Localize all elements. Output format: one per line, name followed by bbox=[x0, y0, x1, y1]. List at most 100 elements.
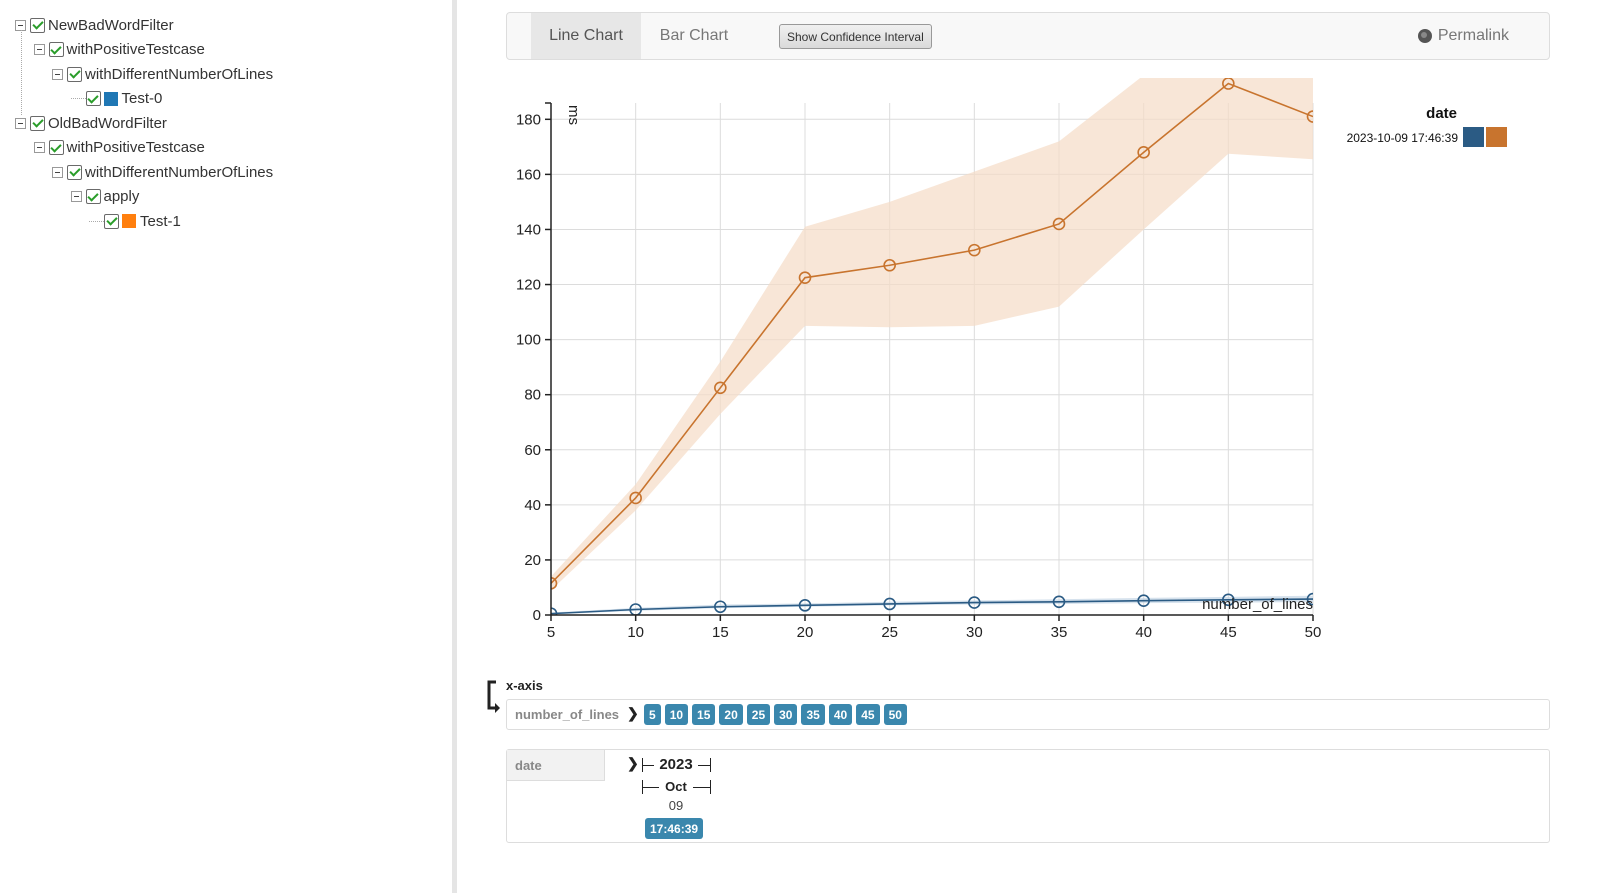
x-value-chip[interactable]: 5 bbox=[644, 704, 661, 725]
data-point bbox=[798, 599, 812, 612]
tab-bar-chart[interactable]: Bar Chart bbox=[659, 27, 729, 44]
x-value-chip[interactable]: 15 bbox=[692, 704, 716, 725]
collapse-toggle-icon[interactable] bbox=[15, 117, 26, 129]
tree-connector bbox=[89, 220, 104, 222]
data-point bbox=[551, 577, 558, 590]
confidence-band bbox=[551, 78, 1313, 591]
permalink-link[interactable]: Permalink bbox=[1417, 13, 1509, 59]
chart-toolbar: Line Chart Bar Chart Show Confidence Int… bbox=[506, 12, 1550, 60]
tree-item[interactable]: withDifferentNumberOfLines bbox=[52, 64, 273, 84]
tab-line-chart[interactable]: Line Chart bbox=[531, 13, 641, 59]
tree-item-label: Test-1 bbox=[140, 212, 181, 230]
test-tree-panel: NewBadWordFilter withPositiveTestcase with… bbox=[0, 0, 452, 893]
tree-item-label: apply bbox=[103, 188, 140, 205]
x-tick-label: 5 bbox=[547, 624, 555, 641]
data-point bbox=[883, 258, 896, 272]
number-of-lines-selector: number_of_lines ❯ 5 10 15 20 25 30 35 40 45 50 bbox=[506, 699, 1550, 730]
x-tick-label: 50 bbox=[1305, 624, 1322, 641]
collapse-toggle-icon[interactable] bbox=[52, 166, 63, 178]
x-value-chip[interactable]: 30 bbox=[774, 704, 798, 725]
y-axis-title: ms bbox=[565, 105, 582, 125]
collapse-toggle-icon[interactable] bbox=[70, 191, 82, 202]
series-color-swatch bbox=[103, 91, 118, 106]
x-tick-label: 15 bbox=[712, 624, 729, 641]
x-axis-arrow-icon bbox=[487, 680, 500, 713]
collapse-toggle-icon[interactable] bbox=[33, 44, 45, 55]
data-point bbox=[1222, 593, 1235, 607]
y-tick-label: 180 bbox=[516, 111, 541, 128]
checkbox[interactable] bbox=[30, 17, 45, 33]
number-of-lines-values: 5 10 15 20 25 30 35 40 45 50 bbox=[644, 704, 907, 725]
date-label: date bbox=[507, 750, 605, 781]
data-point bbox=[714, 600, 727, 614]
checkbox[interactable] bbox=[48, 140, 64, 155]
checkbox[interactable] bbox=[85, 91, 101, 106]
legend-title: date bbox=[1426, 105, 1457, 122]
data-point bbox=[1137, 146, 1150, 159]
confidence-band bbox=[551, 595, 1313, 615]
x-axis-label: x-axis bbox=[506, 678, 543, 693]
collapse-toggle-icon[interactable] bbox=[52, 68, 63, 80]
x-tick-label: 25 bbox=[881, 624, 898, 641]
x-tick-label: 10 bbox=[627, 624, 644, 641]
x-value-chip[interactable]: 20 bbox=[719, 704, 743, 725]
chevron-right-icon[interactable]: ❯ bbox=[627, 705, 639, 721]
y-tick-label: 60 bbox=[524, 442, 541, 459]
line-chart: 0 20 40 60 80 100 120 140 160 180 5 10 15 20 25 30 35 40 4… bbox=[516, 78, 1507, 641]
checkbox[interactable] bbox=[48, 42, 64, 57]
number-of-lines-label: number_of_lines bbox=[515, 707, 620, 722]
series-color-swatch bbox=[122, 214, 136, 228]
data-point bbox=[714, 381, 727, 395]
tree-item-label: NewBadWordFilter bbox=[48, 16, 174, 34]
tree-item[interactable]: apply bbox=[70, 187, 140, 207]
collapse-toggle-icon[interactable] bbox=[15, 19, 26, 31]
x-value-chip[interactable]: 50 bbox=[883, 704, 907, 725]
data-point bbox=[1222, 78, 1235, 90]
tree-item-label: withDifferentNumberOfLines bbox=[85, 163, 274, 181]
x-value-chip[interactable]: 35 bbox=[801, 704, 825, 725]
checkbox[interactable] bbox=[67, 164, 82, 180]
show-confidence-interval-button[interactable]: Show Confidence Interval bbox=[779, 24, 932, 49]
tree-item[interactable]: NewBadWordFilter bbox=[15, 15, 174, 35]
x-tick-label: 45 bbox=[1220, 624, 1237, 641]
tree-item[interactable]: withDifferentNumberOfLines bbox=[52, 162, 273, 182]
date-year[interactable]: 2023 bbox=[659, 756, 693, 773]
chevron-right-icon[interactable]: ❯ bbox=[627, 755, 639, 771]
series-line bbox=[551, 598, 1313, 615]
checkbox[interactable] bbox=[104, 213, 119, 229]
collapse-toggle-icon[interactable] bbox=[33, 142, 45, 153]
y-tick-label: 100 bbox=[516, 332, 541, 349]
x-tick-label: 30 bbox=[966, 624, 983, 641]
year-bracket-line-left bbox=[642, 765, 654, 766]
panel-divider[interactable] bbox=[452, 0, 457, 893]
date-time-chip[interactable]: 17:46:39 bbox=[645, 818, 704, 839]
month-bracket-right bbox=[710, 780, 711, 794]
tree-item[interactable]: withPositiveTestcase bbox=[33, 40, 205, 60]
tree-item-label: OldBadWordFilter bbox=[48, 114, 167, 132]
checkbox[interactable] bbox=[85, 189, 101, 204]
series-line bbox=[551, 82, 1313, 584]
permalink-label: Permalink bbox=[1437, 27, 1509, 44]
x-value-chip[interactable]: 10 bbox=[664, 704, 689, 725]
date-selector: date ❯ 2023 Oct 09 17:46:39 bbox=[506, 749, 1550, 843]
tree-item[interactable]: Test-1 bbox=[89, 211, 181, 231]
y-tick-label: 80 bbox=[524, 387, 541, 404]
date-month[interactable]: Oct bbox=[665, 779, 687, 794]
y-tick-label: 0 bbox=[533, 607, 541, 624]
x-value-chip[interactable]: 40 bbox=[828, 704, 853, 725]
y-tick-label: 20 bbox=[524, 552, 541, 569]
x-value-chip[interactable]: 25 bbox=[746, 704, 771, 725]
checkbox[interactable] bbox=[67, 66, 82, 82]
checkbox[interactable] bbox=[30, 115, 45, 131]
tree-item[interactable]: Test-0 bbox=[70, 89, 162, 109]
x-value-chip[interactable]: 45 bbox=[856, 704, 880, 725]
x-tick-label: 40 bbox=[1135, 624, 1152, 641]
tree-item-label: withPositiveTestcase bbox=[66, 139, 205, 156]
tree-item[interactable]: OldBadWordFilter bbox=[15, 113, 167, 133]
tree-item[interactable]: withPositiveTestcase bbox=[33, 138, 205, 158]
legend-swatch bbox=[1486, 127, 1507, 147]
y-tick-label: 140 bbox=[516, 221, 541, 238]
month-bracket-line-left bbox=[642, 787, 659, 788]
date-day[interactable]: 09 bbox=[668, 798, 684, 813]
data-point bbox=[798, 271, 812, 284]
